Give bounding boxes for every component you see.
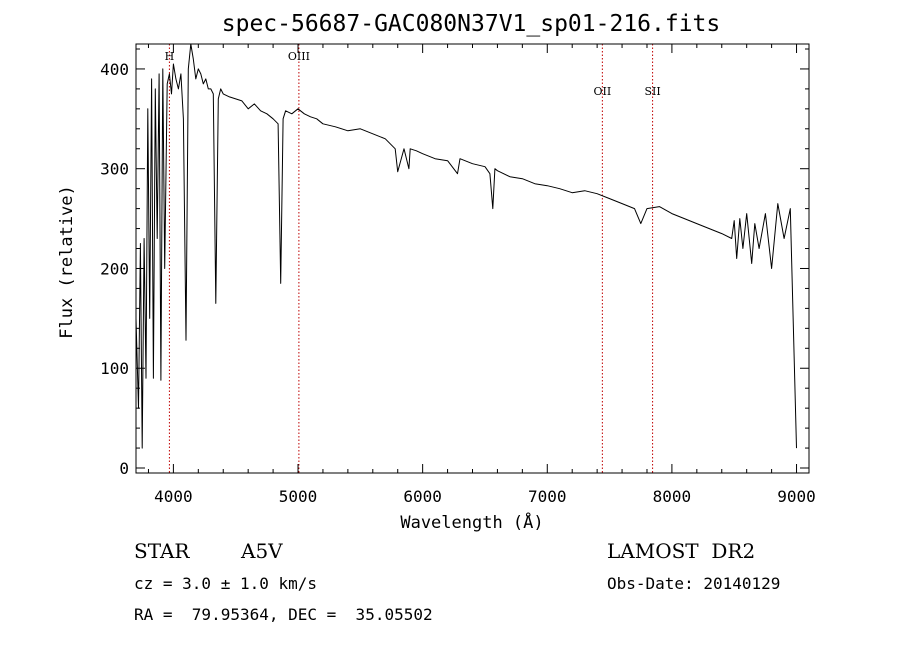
marker-label-2: OII xyxy=(594,85,612,98)
marker-label-1: OIII xyxy=(288,50,310,63)
x-tick-label-2: 6000 xyxy=(403,487,442,506)
spectrum-series xyxy=(135,43,797,449)
coordinates: RA = 79.95364, DEC = 35.05502 xyxy=(134,605,433,624)
x-tick-label-4: 8000 xyxy=(653,487,692,506)
marker-label-3: SII xyxy=(644,85,660,98)
spectrum-line-0 xyxy=(135,43,797,449)
survey-name: LAMOST DR2 xyxy=(607,539,755,563)
y-tick-label-4: 400 xyxy=(100,60,129,79)
x-axis-ticks: 4000 5000 6000 7000 8000 9000 xyxy=(147,44,816,506)
object-class: STAR xyxy=(134,539,190,563)
x-tick-label-0: 4000 xyxy=(154,487,193,506)
y-tick-label-2: 200 xyxy=(100,259,129,278)
spectral-subclass: A5V xyxy=(240,539,283,563)
x-axis-label: Wavelength (Å) xyxy=(400,511,543,533)
y-tick-label-1: 100 xyxy=(100,359,129,378)
x-tick-label-1: 5000 xyxy=(279,487,318,506)
chart-title: spec-56687-GAC080N37V1_sp01-216.fits xyxy=(222,11,721,37)
plot-frame xyxy=(135,43,810,474)
x-tick-label-3: 7000 xyxy=(528,487,567,506)
observation-date: Obs-Date: 20140129 xyxy=(607,574,780,593)
redshift-cz: cz = 3.0 ± 1.0 km/s xyxy=(134,574,317,593)
y-tick-label-3: 300 xyxy=(100,160,129,179)
y-axis-label: Flux (relative) xyxy=(57,185,77,339)
x-tick-label-5: 9000 xyxy=(777,487,816,506)
y-axis-ticks: 0 100 200 300 400 xyxy=(100,48,809,478)
y-tick-label-0: 0 xyxy=(119,459,129,478)
marker-label-0: H xyxy=(165,50,175,63)
line-markers: H OIII OII SII xyxy=(165,44,661,473)
